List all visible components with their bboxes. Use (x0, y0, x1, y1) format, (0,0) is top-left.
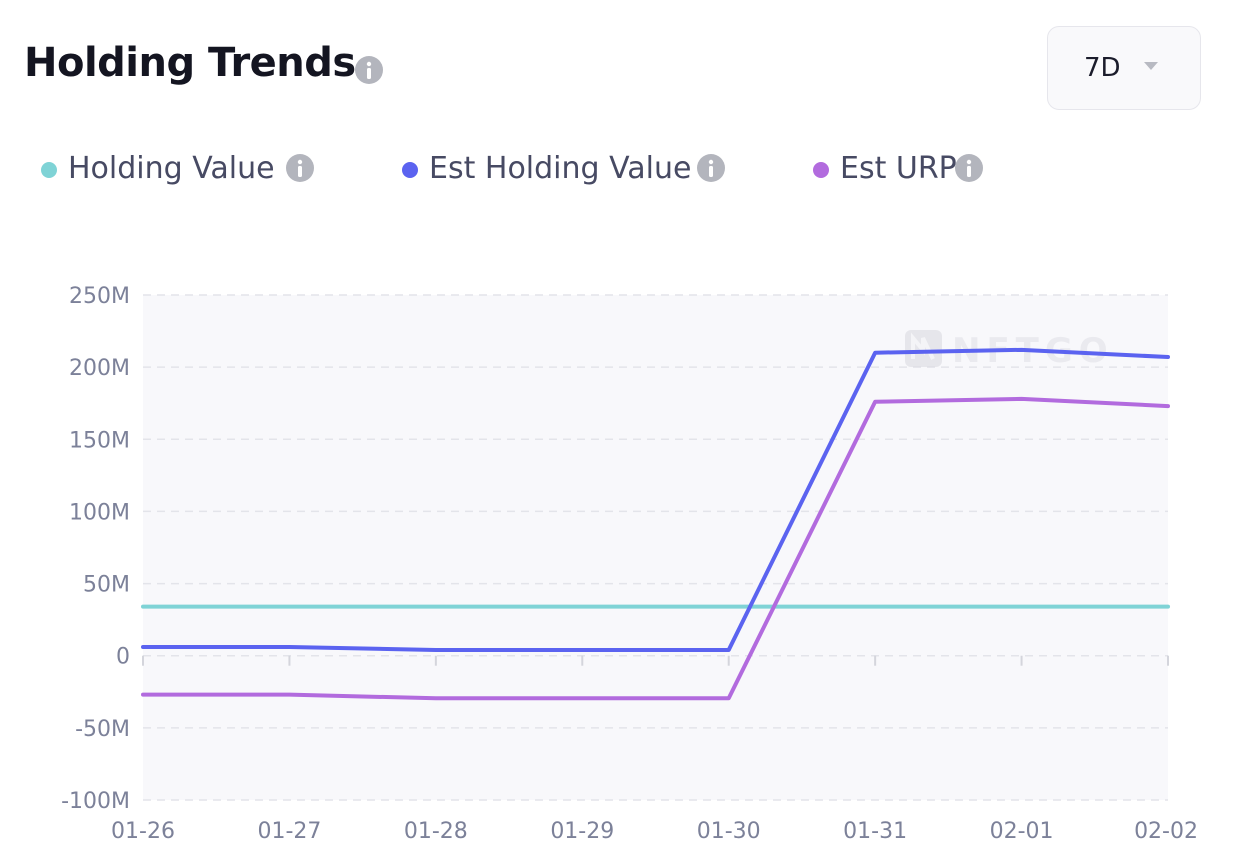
series-line-est-urp[interactable] (141, 396, 1170, 701)
y-tick-label: 100M (69, 500, 130, 525)
x-tick-label: 01-31 (843, 819, 907, 844)
legend-item-holding-value[interactable]: Holding Value (41, 145, 331, 193)
y-tick-label: 250M (69, 284, 130, 309)
period-dropdown[interactable]: 7D (1047, 26, 1201, 110)
plot-area (143, 295, 1168, 800)
legend-item-est-holding-value[interactable]: Est Holding Value (402, 145, 732, 193)
series-line-est-holding-value[interactable] (141, 347, 1170, 652)
legend-label: Holding Value (68, 151, 275, 186)
chevron-down-icon (1144, 62, 1158, 70)
legend-dot (813, 162, 829, 178)
y-tick-label: 50M (83, 573, 130, 598)
legend-dot (41, 162, 57, 178)
x-tick-label: 01-30 (697, 819, 761, 844)
info-icon[interactable] (285, 153, 315, 183)
period-value: 7D (1084, 53, 1121, 83)
info-icon[interactable] (696, 153, 726, 183)
x-tick-label: 01-26 (111, 819, 175, 844)
y-tick-label: 150M (69, 428, 130, 453)
legend-dot (402, 162, 418, 178)
page-title: Holding Trends (24, 40, 356, 86)
info-icon[interactable] (954, 153, 984, 183)
x-tick-label: 01-29 (550, 819, 614, 844)
y-tick-label: 0 (116, 645, 130, 670)
y-tick-label: -50M (75, 717, 130, 742)
legend-label: Est URP (840, 151, 957, 186)
x-tick-label: 02-01 (990, 819, 1054, 844)
x-tick-label: 01-28 (404, 819, 468, 844)
y-tick-label: 200M (69, 356, 130, 381)
legend-item-est-urp[interactable]: Est URP (813, 145, 988, 193)
x-tick-label: 01-27 (257, 819, 321, 844)
legend-label: Est Holding Value (429, 151, 692, 186)
x-tick-label: 02-02 (1134, 819, 1198, 844)
info-icon[interactable] (354, 55, 384, 85)
y-tick-label: -100M (61, 789, 130, 814)
